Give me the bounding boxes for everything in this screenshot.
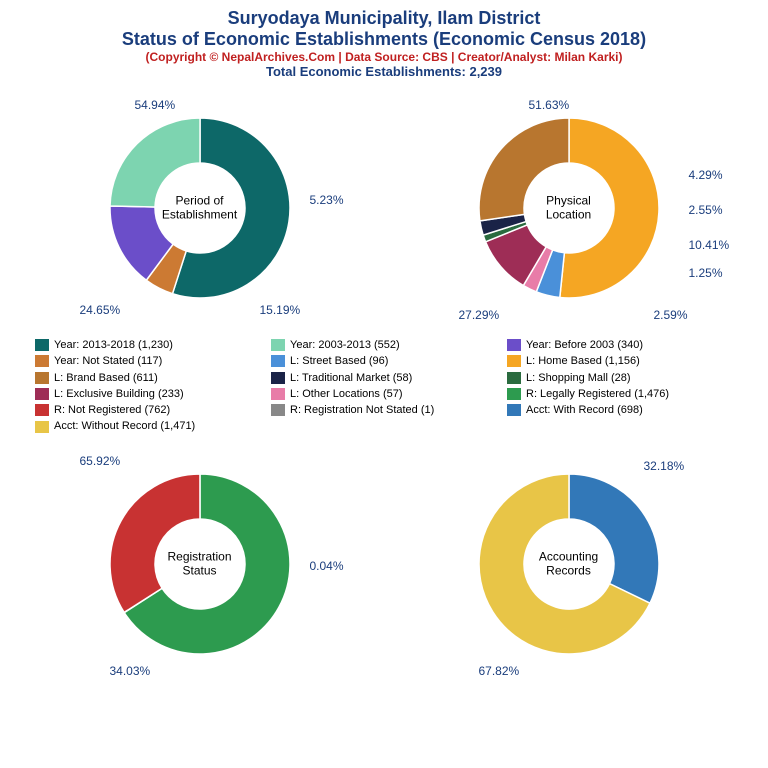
legend-text: Year: 2013-2018 (1,230) [54,338,173,352]
pct-label: 34.03% [110,664,151,678]
legend-item: L: Other Locations (57) [271,387,497,401]
legend-text: Acct: Without Record (1,471) [54,419,195,433]
copyright-line: (Copyright © NepalArchives.Com | Data So… [10,50,758,64]
legend-item: Year: Not Stated (117) [35,354,261,368]
legend-text: R: Registration Not Stated (1) [290,403,434,417]
legend-text: L: Street Based (96) [290,354,388,368]
chart-header: Suryodaya Municipality, Ilam District St… [0,0,768,83]
legend-text: L: Brand Based (611) [54,371,158,385]
legend-text: Year: Before 2003 (340) [526,338,643,352]
pct-label: 65.92% [80,454,121,468]
legend-item: Year: Before 2003 (340) [507,338,733,352]
donut-center-label: Accounting Records [539,549,598,578]
legend-swatch [35,404,49,416]
legend-swatch [271,404,285,416]
total-line: Total Economic Establishments: 2,239 [10,64,758,79]
pct-label: 24.65% [80,303,121,317]
legend-swatch [271,388,285,400]
pct-label: 54.94% [135,98,176,112]
legend-item: Acct: With Record (698) [507,403,733,417]
legend-item: Year: 2013-2018 (1,230) [35,338,261,352]
legend-swatch [507,339,521,351]
legend-item: R: Not Registered (762) [35,403,261,417]
donut-center-label: Physical Location [546,194,591,223]
legend-swatch [507,388,521,400]
legend: Year: 2013-2018 (1,230) Year: 2003-2013 (… [15,333,753,439]
pct-label: 10.41% [689,238,730,252]
chart-period: Period of Establishment 54.94% 5.23% 15.19%… [15,83,384,333]
pct-label: 2.59% [654,308,688,322]
legend-text: L: Other Locations (57) [290,387,403,401]
legend-text: L: Home Based (1,156) [526,354,640,368]
legend-text: R: Not Registered (762) [54,403,170,417]
legend-text: Year: 2003-2013 (552) [290,338,400,352]
legend-swatch [271,339,285,351]
legend-item: L: Home Based (1,156) [507,354,733,368]
legend-item: Acct: Without Record (1,471) [35,419,261,433]
pct-label: 2.55% [689,203,723,217]
legend-item: R: Registration Not Stated (1) [271,403,497,417]
legend-swatch [507,404,521,416]
legend-item: Year: 2003-2013 (552) [271,338,497,352]
legend-swatch [507,355,521,367]
pct-label: 0.04% [310,559,344,573]
legend-swatch [271,372,285,384]
chart-accounting: Accounting Records 32.18% 67.82% [384,439,753,689]
pct-label: 4.29% [689,168,723,182]
legend-item: L: Brand Based (611) [35,371,261,385]
legend-item: R: Legally Registered (1,476) [507,387,733,401]
legend-swatch [35,388,49,400]
legend-text: L: Traditional Market (58) [290,371,412,385]
legend-swatch [507,372,521,384]
legend-swatch [35,421,49,433]
legend-text: L: Exclusive Building (233) [54,387,184,401]
chart-registration: Registration Status 65.92% 0.04% 34.03% [15,439,384,689]
title-line-2: Status of Economic Establishments (Econo… [10,29,758,50]
title-line-1: Suryodaya Municipality, Ilam District [10,8,758,29]
pct-label: 15.19% [260,303,301,317]
legend-swatch [35,355,49,367]
donut-center-label: Registration Status [167,549,231,578]
legend-text: R: Legally Registered (1,476) [526,387,669,401]
pct-label: 27.29% [459,308,500,322]
pct-label: 32.18% [644,459,685,473]
donut-center-label: Period of Establishment [162,194,237,223]
legend-item: L: Shopping Mall (28) [507,371,733,385]
pct-label: 51.63% [529,98,570,112]
pct-label: 5.23% [310,193,344,207]
legend-text: Year: Not Stated (117) [54,354,162,368]
legend-text: Acct: With Record (698) [526,403,643,417]
legend-swatch [35,372,49,384]
pct-label: 1.25% [689,266,723,280]
legend-item: L: Traditional Market (58) [271,371,497,385]
legend-text: L: Shopping Mall (28) [526,371,631,385]
legend-item: L: Street Based (96) [271,354,497,368]
legend-swatch [271,355,285,367]
legend-item: L: Exclusive Building (233) [35,387,261,401]
charts-grid: Period of Establishment 54.94% 5.23% 15.19%… [0,83,768,689]
chart-location: Physical Location 51.63% 4.29% 2.55% 10.41% 1… [384,83,753,333]
pct-label: 67.82% [479,664,520,678]
legend-swatch [35,339,49,351]
